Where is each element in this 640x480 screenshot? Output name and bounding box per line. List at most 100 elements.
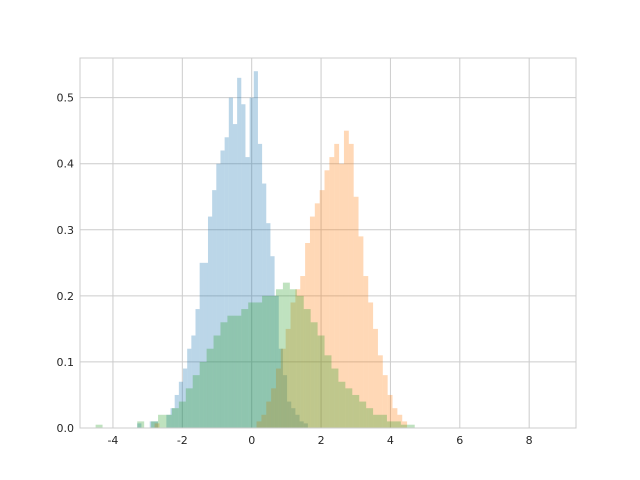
histogram-bar <box>183 368 188 428</box>
y-tick-label: 0.3 <box>57 224 75 237</box>
histogram-bar <box>290 302 296 428</box>
histogram-bar <box>285 328 291 428</box>
histogram-bar <box>380 414 387 428</box>
y-axis-ticks: 0.0 0.1 0.2 0.3 0.4 0.5 <box>57 92 75 435</box>
histogram-bar <box>303 423 308 428</box>
histogram-bar <box>300 276 306 428</box>
histogram-bar <box>249 97 254 429</box>
histogram-bar <box>164 414 172 428</box>
y-tick-label: 0.5 <box>57 92 75 105</box>
histogram-bar <box>153 421 159 428</box>
histogram-bar <box>166 414 171 428</box>
histogram-bar <box>319 190 325 428</box>
histogram-bar <box>289 289 297 428</box>
histogram-bar <box>257 143 263 428</box>
histogram-bar <box>262 295 270 428</box>
histogram-bar <box>402 421 408 428</box>
histogram-bar <box>295 289 301 428</box>
histogram-bar <box>310 322 318 428</box>
histogram-bar <box>262 183 267 428</box>
x-tick-label: -2 <box>177 434 188 447</box>
histogram-bar <box>195 309 200 428</box>
histogram-bar <box>366 408 374 428</box>
y-tick-label: 0.4 <box>57 158 75 171</box>
histogram-bar <box>373 414 381 428</box>
histogram-bar <box>377 355 383 428</box>
y-tick-label: 0.2 <box>57 290 75 303</box>
histogram-bar <box>269 295 276 428</box>
series-1-bars <box>154 130 408 429</box>
histogram-bar <box>212 190 217 428</box>
plot-frame <box>79 57 577 429</box>
histogram-bar <box>282 282 290 428</box>
histogram-bar <box>228 97 233 429</box>
histogram-bar <box>224 137 229 429</box>
histogram-bar <box>343 130 349 428</box>
histogram-bar <box>296 295 304 428</box>
histogram-bar <box>314 203 320 428</box>
histogram-bar <box>149 421 154 428</box>
histogram-bar <box>331 368 339 428</box>
histogram-bar <box>203 262 208 428</box>
series-2-bars <box>95 282 415 428</box>
y-tick-label: 0.1 <box>57 356 75 369</box>
histogram-bar <box>171 408 179 428</box>
histogram-bar <box>282 375 288 428</box>
histogram-bar <box>248 302 256 428</box>
histogram-bar <box>400 424 408 428</box>
histogram-bar <box>241 309 249 428</box>
histogram-bar <box>241 104 246 428</box>
histogram-bar <box>170 408 175 428</box>
histogram-bar <box>387 394 393 428</box>
histogram-bar <box>291 408 296 428</box>
plot-area <box>80 58 576 428</box>
histogram-bar <box>397 414 403 428</box>
histogram-bar <box>199 361 207 428</box>
x-tick-label: -4 <box>107 434 118 447</box>
histogram-bar <box>382 375 388 428</box>
histogram-bar <box>207 216 213 428</box>
histogram-bar <box>255 302 263 428</box>
histogram-bar <box>261 414 267 428</box>
series-0-bars <box>137 71 308 429</box>
histogram-bar <box>227 315 235 428</box>
histogram-bar <box>206 348 214 428</box>
x-tick-label: 4 <box>387 434 394 447</box>
histogram-bar <box>373 328 378 428</box>
histogram-bar <box>234 315 242 428</box>
histogram-bar <box>334 143 340 428</box>
histogram-bar <box>309 216 315 428</box>
histogram-bar <box>363 276 369 428</box>
histogram-bar <box>199 262 204 428</box>
histogram-bar <box>220 322 228 428</box>
histogram-bar <box>339 163 344 428</box>
histogram-bar <box>359 401 367 428</box>
histogram-bar <box>407 424 415 428</box>
x-tick-label: 6 <box>456 434 463 447</box>
histogram-bar <box>338 381 346 428</box>
histogram-bar <box>393 421 401 428</box>
histogram-bar <box>187 348 192 428</box>
histogram-bar <box>256 421 262 428</box>
histogram-bar <box>151 421 159 428</box>
histogram-bar <box>280 348 286 428</box>
x-tick-label: 0 <box>248 434 255 447</box>
histogram-bar <box>158 414 165 428</box>
histogram-bar <box>287 401 292 428</box>
x-tick-label: 2 <box>318 434 325 447</box>
histogram-bar <box>305 243 310 428</box>
histogram-bar <box>245 157 250 428</box>
histogram-bar <box>278 348 283 428</box>
histogram-bar <box>352 394 360 428</box>
histogram-bar <box>353 196 359 428</box>
histogram-bar <box>174 394 179 428</box>
histogram-bar <box>232 124 238 429</box>
histogram-bar <box>154 423 160 428</box>
histogram-bar <box>271 388 276 428</box>
histogram-bar <box>348 143 354 428</box>
histogram-bar <box>192 375 200 428</box>
histogram-bar <box>274 295 279 428</box>
histogram-bar <box>275 289 283 428</box>
histogram-bar <box>324 355 332 428</box>
